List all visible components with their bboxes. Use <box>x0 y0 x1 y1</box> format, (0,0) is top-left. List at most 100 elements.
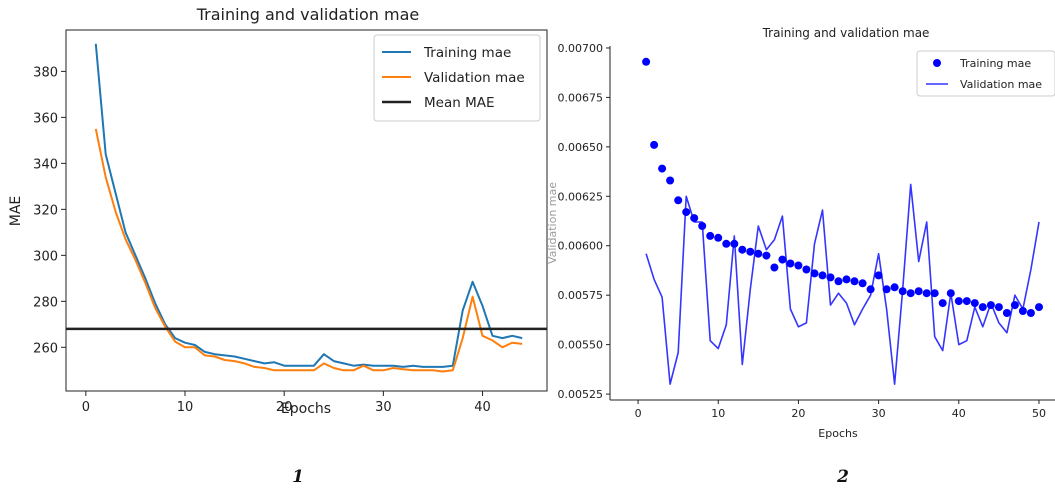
chart-2-training-mae-point <box>802 265 811 274</box>
chart-2-training-mae-point <box>754 249 763 258</box>
chart-2-training-mae-point <box>882 285 891 294</box>
chart-2-legend-swatch-training <box>933 59 941 67</box>
chart-1-axes-frame <box>65 29 548 392</box>
chart-2-training-mae-point <box>1010 301 1019 310</box>
chart-2-training-mae-point <box>674 196 683 205</box>
chart-2-training-mae-point <box>890 283 899 292</box>
chart-2-y-axis-label: Validation mae <box>546 182 559 264</box>
chart-2-y-tick-label: 0.00600 <box>558 240 604 253</box>
chart-1-title: Training and validation mae <box>196 5 420 24</box>
chart-2-training-mae-point <box>874 271 883 280</box>
chart-2-training-mae-point <box>770 263 779 272</box>
chart-2-training-mae-point <box>866 285 875 294</box>
chart-2-training-mae-point <box>834 277 843 286</box>
chart-1-x-tick-label: 10 <box>177 400 194 415</box>
chart-1-legend-label-validation: Validation mae <box>424 70 525 86</box>
chart-2-y-tick-label: 0.00575 <box>558 289 604 302</box>
chart-2-x-tick-label: 0 <box>635 407 642 420</box>
chart-2-training-mae-point <box>1026 309 1035 317</box>
chart-1-legend-box <box>373 34 541 122</box>
chart-2-training-mae-point <box>938 299 947 308</box>
chart-2-y-tick-label: 0.00675 <box>558 91 604 104</box>
chart-1-legend-label-training: Training mae <box>423 45 511 61</box>
chart-2-title: Training and validation mae <box>762 26 930 40</box>
chart-2-training-mae-point <box>690 214 699 223</box>
chart-2-y-tick-label: 0.00525 <box>558 388 604 401</box>
chart-2-training-mae-point <box>970 299 979 308</box>
chart-2-x-tick-label: 30 <box>872 407 886 420</box>
chart-2-legend: Training mae Validation mae <box>916 50 1055 97</box>
chart-2-y-tick-label: 0.00550 <box>558 339 604 352</box>
chart-2-training-mae-point <box>722 239 731 248</box>
chart-2-y-tick-label: 0.00700 <box>558 42 604 55</box>
chart-2-training-mae-point <box>922 289 931 298</box>
chart-2-x-tick-label: 10 <box>711 407 725 420</box>
chart-2-y-tick-label: 0.00650 <box>558 141 604 154</box>
chart-1-x-tick-label: 0 <box>82 400 90 415</box>
chart-2-training-mae-point <box>810 269 819 278</box>
chart-2-training-mae-point <box>930 289 939 298</box>
chart-1-y-tick-label: 380 <box>33 65 58 80</box>
chart-1-legend: Training mae Validation mae Mean MAE <box>373 34 541 122</box>
chart-1-x-tick-label: 20 <box>276 400 293 415</box>
chart-1-y-tick-label: 280 <box>33 295 58 310</box>
chart-2-training-mae-point <box>962 297 971 306</box>
chart-2-series-layer <box>642 57 1043 386</box>
chart-2-training-mae-point <box>1002 309 1011 317</box>
chart-2-legend-box <box>916 50 1055 97</box>
chart-1: Training and validation mae 260280300320… <box>8 5 548 487</box>
chart-2-x-tick-label: 40 <box>952 407 966 420</box>
chart-2-training-mae-point <box>666 176 675 185</box>
chart-2-training-mae-point <box>642 57 651 66</box>
chart-1-x-tick-label: 40 <box>474 400 491 415</box>
chart-2-x-tick-label: 20 <box>791 407 805 420</box>
chart-2-training-mae-point <box>650 140 659 149</box>
chart-2-training-mae-point <box>1035 303 1043 312</box>
chart-2-training-mae-point <box>658 164 667 173</box>
chart-2-y-axis: 0.00525 0.00550 0.00575 0.00600 0.00625 0.006… <box>558 42 610 401</box>
chart-2-legend-label-training: Training mae <box>959 57 1031 70</box>
chart-2-caption: 2 <box>836 467 849 487</box>
chart-2-training-mae-point <box>762 251 771 260</box>
chart-1-caption: 1 <box>292 467 304 487</box>
chart-2-training-mae-point <box>706 231 715 240</box>
chart-2-plot-area: 0.00525 0.00550 0.00575 0.00600 0.00625 0.006… <box>558 42 1055 420</box>
chart-1-y-axis-label: MAE <box>8 196 24 227</box>
chart-1-legend-label-mean: Mean MAE <box>424 95 495 111</box>
chart-2-training-mae-point <box>842 275 851 284</box>
chart-2-training-mae-point <box>954 297 963 306</box>
chart-1-x-axis: 0 10 20 30 40 <box>82 391 491 415</box>
chart-2-training-mae-point <box>946 289 955 298</box>
chart-2-training-mae-point <box>794 261 803 270</box>
chart-2-validation-mae-line <box>645 183 1040 386</box>
chart-1-y-tick-label: 360 <box>33 111 58 126</box>
chart-2-training-mae-point <box>730 239 739 248</box>
chart-2: Training and validation mae 0.005250.005… <box>546 26 1055 487</box>
chart-1-y-tick-label: 340 <box>33 157 58 172</box>
chart-2-training-mae-point <box>898 287 907 296</box>
chart-2-training-mae-point <box>826 273 835 282</box>
chart-1-plot-area: 260 280 300 320 340 360 380 0 10 20 30 40 <box>33 29 548 415</box>
chart-2-training-mae-point <box>850 277 859 286</box>
chart-1-x-tick-label: 30 <box>375 400 392 415</box>
chart-2-x-axis: 0 10 20 30 40 50 <box>635 400 1046 420</box>
chart-2-training-mae-point <box>906 289 915 298</box>
chart-2-training-mae-point <box>746 247 755 256</box>
chart-2-training-mae-point <box>914 287 923 296</box>
chart-2-training-mae-point <box>698 222 707 230</box>
chart-2-training-mae-point <box>818 271 827 280</box>
chart-2-training-mae-point <box>786 259 795 268</box>
chart-1-y-tick-label: 300 <box>33 249 58 264</box>
chart-1-training-mae-line <box>94 43 523 368</box>
chart-2-y-tick-label: 0.00625 <box>558 190 604 203</box>
chart-2-x-axis-label: Epochs <box>818 427 858 440</box>
chart-2-training-mae-point <box>682 208 691 217</box>
chart-2-training-mae-point <box>986 301 995 310</box>
chart-2-training-mae-point <box>978 303 987 312</box>
chart-1-y-tick-label: 320 <box>33 203 58 218</box>
chart-2-x-tick-label: 50 <box>1032 407 1046 420</box>
chart-2-legend-label-validation: Validation mae <box>960 78 1042 91</box>
chart-2-training-mae-point <box>1018 307 1027 315</box>
chart-1-x-axis-label: Epochs <box>281 401 331 417</box>
